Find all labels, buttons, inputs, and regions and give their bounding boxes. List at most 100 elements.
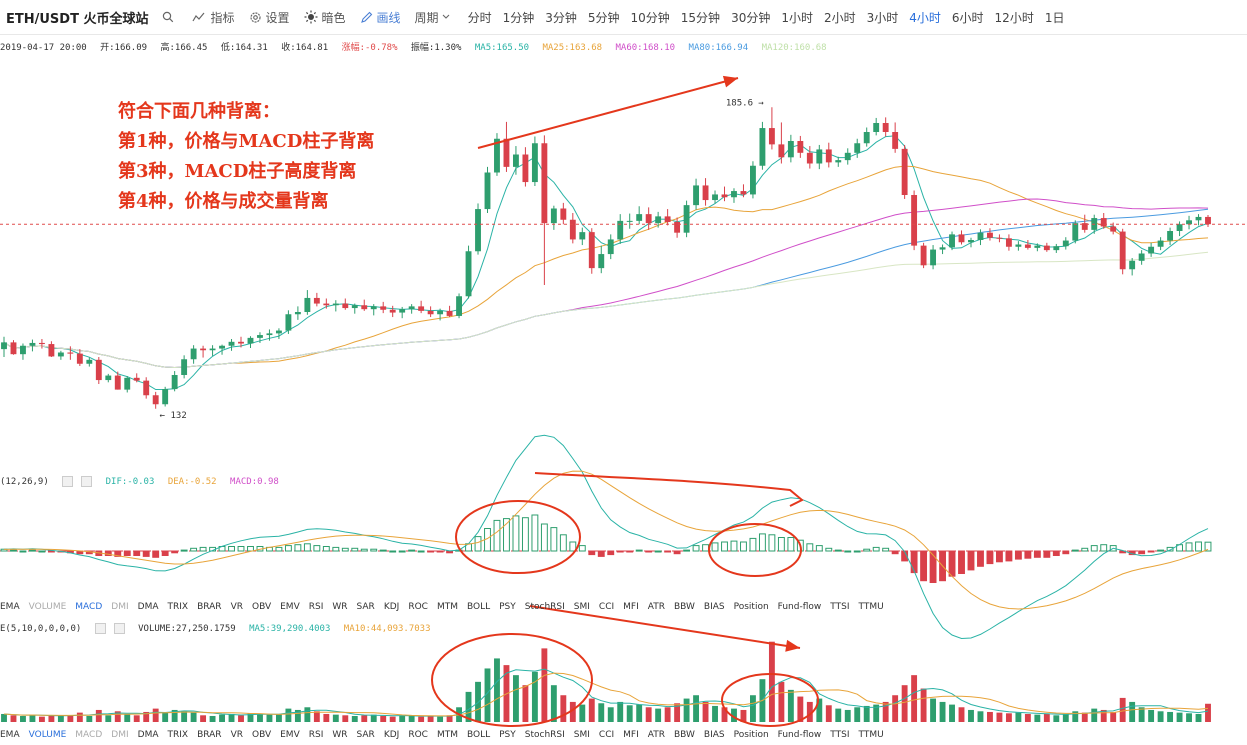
macd-bar: [1204, 541, 1212, 552]
volume-ma5-line: [3, 668, 1209, 717]
indicator-tab[interactable]: ROC: [408, 730, 428, 740]
macd-bar: [730, 540, 738, 552]
volume-bar: [721, 707, 728, 722]
indicator-tab[interactable]: CCI: [598, 730, 615, 740]
period-option[interactable]: 5分钟: [587, 10, 620, 25]
indicator-tab[interactable]: MFI: [623, 730, 639, 740]
macd-settings-toggle[interactable]: [62, 476, 74, 487]
indicator-tab[interactable]: DMA: [137, 730, 159, 740]
indicator-tab[interactable]: BIAS: [703, 602, 725, 612]
period-option[interactable]: 分时: [467, 10, 492, 25]
macd-bar: [104, 550, 112, 556]
indicator-tab[interactable]: MACD: [75, 602, 103, 612]
period-dropdown[interactable]: 周期: [415, 9, 454, 26]
indicator-tab[interactable]: OBV: [251, 730, 272, 740]
indicator-tab[interactable]: DMA: [137, 602, 159, 612]
indicator-tab[interactable]: VOLUME: [28, 730, 67, 740]
period-option[interactable]: 15分钟: [680, 10, 721, 25]
indicator-tab[interactable]: KDJ: [383, 730, 400, 740]
macd-close-toggle[interactable]: [81, 476, 93, 487]
volume-bar: [816, 698, 823, 722]
indicator-tab[interactable]: BIAS: [703, 730, 725, 740]
indicator-tab[interactable]: WR: [332, 730, 348, 740]
indicator-tab[interactable]: BBW: [673, 730, 695, 740]
indicator-tab[interactable]: DMI: [111, 602, 129, 612]
indicator-tab[interactable]: BOLL: [466, 730, 491, 740]
indicator-tab[interactable]: Fund-flow: [777, 730, 822, 740]
period-option[interactable]: 1分钟: [502, 10, 535, 25]
period-option[interactable]: 1日: [1044, 10, 1065, 25]
indicator-tab[interactable]: WR: [332, 602, 348, 612]
draw-line-button[interactable]: 画线: [360, 9, 401, 26]
indicator-tab[interactable]: TTSI: [830, 730, 850, 740]
period-option[interactable]: 30分钟: [731, 10, 771, 25]
indicator-tab[interactable]: TTSI: [830, 602, 850, 612]
symbol-title[interactable]: ETH/USDT 火币全球站: [6, 11, 149, 27]
indicator-tab[interactable]: OBV: [251, 602, 272, 612]
period-option[interactable]: 6小时: [951, 10, 984, 25]
indicator-tab[interactable]: EMV: [280, 730, 300, 740]
indicator-tab[interactable]: TRIX: [167, 730, 189, 740]
indicator-tab[interactable]: EMA: [0, 602, 20, 612]
indicator-tab[interactable]: EMA: [0, 730, 20, 740]
ma80-value: MA80:166.94: [688, 43, 749, 53]
indicator-tab[interactable]: BBW: [673, 602, 695, 612]
period-option[interactable]: 2小时: [823, 10, 856, 25]
indicator-tab[interactable]: TTMU: [858, 602, 884, 612]
search-button[interactable]: [162, 11, 178, 23]
indicator-tab[interactable]: ROC: [408, 602, 428, 612]
period-option[interactable]: 10分钟: [630, 10, 670, 25]
macd-bar: [995, 550, 1003, 563]
candle-body: [437, 310, 444, 315]
indicator-tab[interactable]: MFI: [623, 602, 639, 612]
volume-bar: [446, 715, 453, 722]
period-option[interactable]: 3分钟: [545, 10, 577, 25]
indicator-tab[interactable]: PSY: [499, 730, 516, 740]
indicator-tab[interactable]: VR: [230, 730, 243, 740]
volume-bar: [1148, 709, 1155, 722]
indicator-tab[interactable]: BRAR: [197, 602, 222, 612]
indicator-tab[interactable]: MACD: [75, 730, 103, 740]
indicator-tab[interactable]: Fund-flow: [777, 602, 822, 612]
indicator-tab[interactable]: MTM: [436, 730, 458, 740]
indicator-button[interactable]: 指标: [192, 9, 235, 26]
settings-button[interactable]: 设置: [249, 9, 290, 26]
indicator-tab[interactable]: TRIX: [167, 602, 189, 612]
theme-button[interactable]: 暗色: [304, 9, 346, 26]
volume-settings-toggle[interactable]: [94, 623, 106, 634]
indicator-tab[interactable]: PSY: [499, 602, 516, 612]
indicator-tab[interactable]: RSI: [308, 602, 324, 612]
indicator-tab[interactable]: EMV: [280, 602, 300, 612]
indicator-tab[interactable]: Position: [733, 730, 769, 740]
volume-close-toggle[interactable]: [113, 623, 125, 634]
indicator-tab[interactable]: SMI: [573, 730, 590, 740]
candle-body: [1005, 238, 1012, 247]
indicator-tab[interactable]: BOLL: [466, 602, 491, 612]
candle-body: [750, 165, 756, 195]
indicator-tab[interactable]: StochRSI: [524, 602, 565, 612]
indicator-tab[interactable]: VOLUME: [28, 602, 67, 612]
indicator-tab[interactable]: BRAR: [197, 730, 222, 740]
indicator-tab[interactable]: VR: [230, 602, 243, 612]
indicator-tab[interactable]: RSI: [308, 730, 324, 740]
indicator-tab[interactable]: ATR: [647, 730, 665, 740]
volume-params: E(5,10,0,0,0,0): [0, 624, 82, 634]
indicator-tab[interactable]: ATR: [647, 602, 665, 612]
indicator-tab[interactable]: KDJ: [383, 602, 400, 612]
macd-bar: [834, 549, 842, 552]
indicator-tab[interactable]: MTM: [436, 602, 458, 612]
period-option[interactable]: 12小时: [994, 10, 1034, 25]
indicator-tab[interactable]: SMI: [573, 602, 590, 612]
indicator-tab[interactable]: SAR: [356, 730, 375, 740]
indicator-tab[interactable]: Position: [733, 602, 769, 612]
period-option[interactable]: 4小时: [909, 10, 941, 25]
indicator-tab[interactable]: SAR: [356, 602, 375, 612]
indicator-tab[interactable]: StochRSI: [524, 730, 565, 740]
macd-bar: [645, 550, 653, 553]
period-option[interactable]: 3小时: [866, 10, 899, 25]
indicator-tab[interactable]: TTMU: [858, 730, 884, 740]
indicator-tab[interactable]: CCI: [598, 602, 615, 612]
indicator-tab[interactable]: DMI: [111, 730, 129, 740]
period-option[interactable]: 1小时: [781, 10, 813, 25]
